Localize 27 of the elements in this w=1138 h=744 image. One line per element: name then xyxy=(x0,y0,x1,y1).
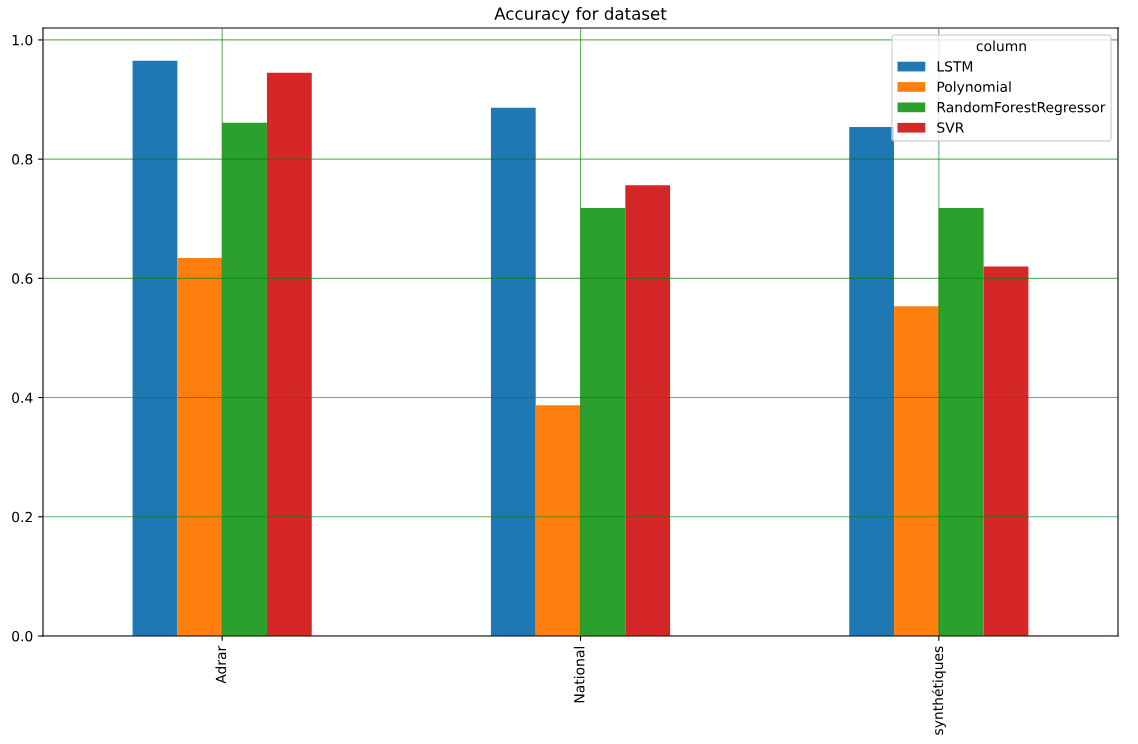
bar xyxy=(535,405,581,636)
x-tick-label: National xyxy=(573,647,585,703)
bar xyxy=(132,60,178,636)
chart-title: Accuracy for dataset xyxy=(494,7,667,24)
x-tick-label: synthétiques xyxy=(931,646,946,735)
legend-label: Polynomial xyxy=(937,81,1011,95)
legend-label: LSTM xyxy=(937,61,973,72)
legend-label: RandomForestRegressor xyxy=(937,101,1106,116)
bar xyxy=(580,208,626,636)
y-tick-label: 0.8 xyxy=(12,154,33,165)
bar xyxy=(983,266,1029,636)
legend-label: SVR xyxy=(937,122,964,133)
y-tick-label: 0.4 xyxy=(12,392,33,404)
bar xyxy=(894,306,939,636)
y-tick-label: 0.0 xyxy=(12,630,33,642)
bar xyxy=(266,72,312,636)
y-tick-label: 1.0 xyxy=(12,34,33,46)
x-tick-label: Adrar xyxy=(215,645,227,684)
bar xyxy=(177,258,223,636)
y-tick-label: 0.2 xyxy=(12,511,32,523)
bar xyxy=(849,126,895,636)
bar xyxy=(490,107,536,636)
bar xyxy=(222,122,267,636)
y-tick-label: 0.6 xyxy=(12,273,33,284)
legend-title: column xyxy=(976,40,1026,52)
bar xyxy=(938,208,984,636)
bar xyxy=(625,185,671,636)
